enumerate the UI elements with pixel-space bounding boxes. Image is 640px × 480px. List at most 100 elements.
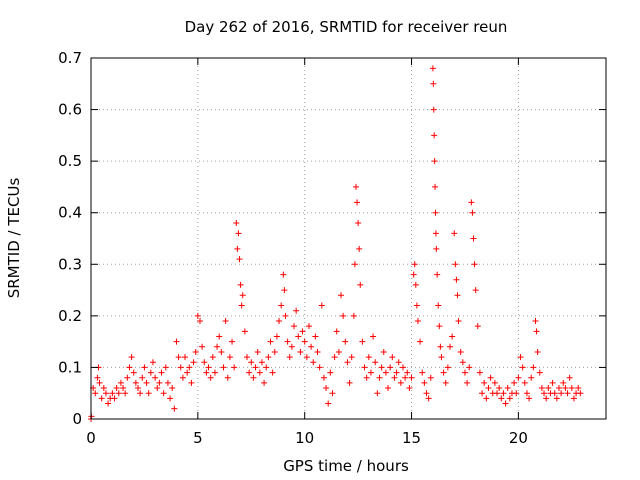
data-point [363,374,370,381]
data-point [469,209,476,216]
data-point [491,379,498,386]
x-tick-label: 10 [295,429,314,447]
data-point [374,390,381,397]
data-point [288,343,295,350]
data-point [209,354,216,361]
data-point [412,281,419,288]
data-point [203,369,210,376]
data-point [389,354,396,361]
data-point [297,348,304,355]
data-point [234,245,241,252]
data-point [419,369,426,376]
data-point [120,385,127,392]
data-point [472,287,479,294]
data-point [451,230,458,237]
data-point [301,338,308,345]
data-point [254,348,261,355]
data-point [432,230,439,237]
data-point [455,318,462,325]
data-point [459,359,466,366]
data-point [447,343,454,350]
data-point [169,385,176,392]
data-point [342,338,349,345]
data-point [173,338,180,345]
data-point [498,395,505,402]
data-point [205,364,212,371]
data-point [238,302,245,309]
data-point [404,369,411,376]
data-point [575,385,582,392]
y-tick-label: 0.6 [58,101,82,119]
data-point [474,323,481,330]
data-point [250,374,257,381]
data-point [382,369,389,376]
data-point [98,395,105,402]
data-point [429,65,436,72]
data-point [175,354,182,361]
data-point [323,385,330,392]
data-point [92,390,99,397]
data-point [158,369,165,376]
data-point [224,374,231,381]
data-point [359,338,366,345]
data-point [365,354,372,361]
data-point [432,209,439,216]
y-tick-label: 0.1 [58,358,82,376]
data-point [408,374,415,381]
y-axis-ticks: 0 0.1 0.2 0.3 0.4 0.5 0.6 0.7 [58,49,606,428]
data-point [149,359,156,366]
x-axis-label: GPS time / hours [283,457,409,475]
data-point [156,379,163,386]
data-point [370,333,377,340]
data-point [318,302,325,309]
data-point [130,369,137,376]
data-point [436,323,443,330]
data-point [241,328,248,335]
data-point [211,369,218,376]
data-point [252,364,259,371]
data-point [351,261,358,268]
data-point [126,364,133,371]
data-point [352,183,359,190]
data-point [464,379,471,386]
data-point [434,271,441,278]
data-point [132,379,139,386]
data-point [117,379,124,386]
data-point [261,379,268,386]
data-point [128,354,135,361]
data-point [425,395,432,402]
data-point [566,374,573,381]
y-tick-label: 0.4 [58,204,82,222]
data-point [177,364,184,371]
data-point [182,354,189,361]
data-point [541,390,548,397]
data-point [354,199,361,206]
data-point [500,390,507,397]
data-point [333,328,340,335]
data-point [427,374,434,381]
data-point [521,379,528,386]
data-point [411,261,418,268]
data-point [564,390,571,397]
data-point [348,354,355,361]
data-point [258,359,265,366]
data-point [229,338,236,345]
x-tick-label: 20 [509,429,528,447]
data-point [402,374,409,381]
y-tick-label: 0.3 [58,255,82,273]
data-point [551,390,558,397]
data-point [466,364,473,371]
data-point [346,379,353,386]
data-point [291,323,298,330]
data-point [356,245,363,252]
data-point [534,348,541,355]
data-point [431,132,438,139]
data-point [282,312,289,319]
data-point [214,343,221,350]
data-point [568,385,575,392]
data-point [105,400,112,407]
grid [91,58,606,419]
y-tick-label: 0.5 [58,152,82,170]
data-point [327,369,334,376]
